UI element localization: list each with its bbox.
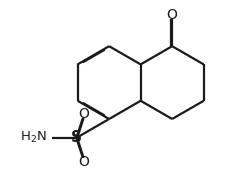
Text: O: O <box>78 155 89 169</box>
Text: O: O <box>78 107 89 121</box>
Text: H$_2$N: H$_2$N <box>20 130 47 145</box>
Text: S: S <box>71 130 82 145</box>
Text: O: O <box>167 8 178 22</box>
